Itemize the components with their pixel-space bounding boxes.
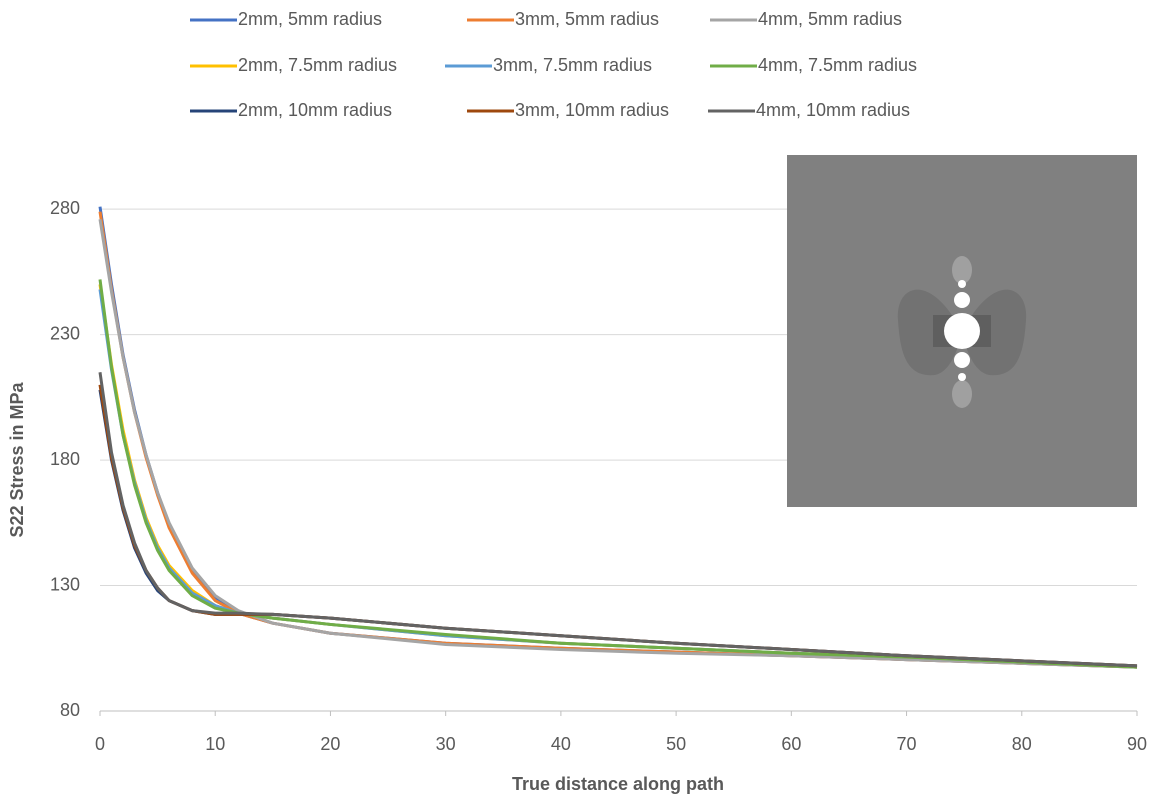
x-tick-label: 90 xyxy=(1127,734,1147,754)
legend-label: 3mm, 7.5mm radius xyxy=(493,55,652,75)
chart: 80 130 180 230 280 0 10 20 30 40 50 60 70 80 90 True d… xyxy=(0,0,1159,803)
legend-label: 3mm, 10mm radius xyxy=(515,100,669,120)
x-tick-label: 20 xyxy=(320,734,340,754)
legend-label: 4mm, 5mm radius xyxy=(758,9,902,29)
inset-spot xyxy=(952,380,972,408)
x-tick-label: 0 xyxy=(95,734,105,754)
x-tick-label: 80 xyxy=(1012,734,1032,754)
legend-label: 2mm, 7.5mm radius xyxy=(238,55,397,75)
inset-hole xyxy=(954,292,970,308)
inset-image xyxy=(787,155,1137,507)
y-tick-label: 80 xyxy=(60,700,80,720)
inset-hole xyxy=(944,313,980,349)
x-tick-label: 10 xyxy=(205,734,225,754)
legend-label: 2mm, 5mm radius xyxy=(238,9,382,29)
inset-spot xyxy=(952,256,972,284)
inset-hole xyxy=(954,352,970,368)
x-tick-label: 70 xyxy=(897,734,917,754)
x-tick-label: 40 xyxy=(551,734,571,754)
y-tick-label: 280 xyxy=(50,198,80,218)
inset-hole xyxy=(958,373,966,381)
x-tick-label: 30 xyxy=(436,734,456,754)
x-tick-label: 50 xyxy=(666,734,686,754)
y-tick-label: 230 xyxy=(50,323,80,343)
legend-label: 3mm, 5mm radius xyxy=(515,9,659,29)
inset-hole xyxy=(958,280,966,288)
y-tick-label: 180 xyxy=(50,449,80,469)
legend-label: 4mm, 10mm radius xyxy=(756,100,910,120)
y-axis-title: S22 Stress in MPa xyxy=(7,381,27,537)
x-tick-label: 60 xyxy=(781,734,801,754)
legend-label: 4mm, 7.5mm radius xyxy=(758,55,917,75)
x-axis-title: True distance along path xyxy=(512,774,724,794)
y-tick-label: 130 xyxy=(50,574,80,594)
legend-label: 2mm, 10mm radius xyxy=(238,100,392,120)
